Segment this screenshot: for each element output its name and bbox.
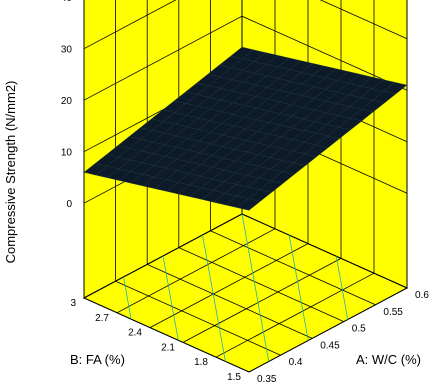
contour-line — [162, 255, 179, 341]
chart-grid — [83, 0, 408, 373]
y-tick-label: 2.1 — [161, 342, 175, 353]
x-floor-gridline — [178, 247, 344, 322]
y-axis-label: B: FA (%) — [70, 352, 125, 367]
contour-line — [241, 213, 270, 362]
contour-line — [202, 234, 226, 362]
surface-cell — [230, 46, 255, 60]
z-gridline — [83, 0, 408, 50]
x-axis-label: A: W/C (%) — [356, 352, 421, 367]
contour-line — [123, 276, 132, 320]
y-floor-gridline — [248, 287, 408, 373]
x-tick-label: 0.35 — [257, 374, 277, 383]
y-tick-label: 3 — [70, 298, 76, 309]
x-tick-label: 0.55 — [383, 307, 403, 318]
x-floor-gridline — [83, 297, 250, 373]
contour-line — [335, 256, 349, 320]
z-tick-label: 40 — [61, 0, 73, 4]
x-tick-label: 0.45 — [320, 340, 340, 351]
x-floor-gridline — [147, 264, 313, 339]
x-tick-label: 0.6 — [415, 290, 429, 301]
y-tick-label: 1.5 — [227, 372, 241, 383]
z-tick-label: 0 — [66, 199, 72, 210]
y-tick-label: 1.8 — [194, 357, 208, 368]
y-tick-label: 2.7 — [95, 313, 109, 324]
y-tick-label: 2.4 — [128, 328, 142, 339]
z-tick-label: 10 — [61, 148, 73, 159]
x-tick-label: 0.5 — [352, 324, 366, 335]
y-floor-gridline — [215, 272, 375, 358]
floor-contours — [123, 213, 349, 362]
y-floor-gridline — [182, 258, 342, 343]
x-floor-gridline — [241, 213, 408, 289]
z-tick-label: 30 — [61, 45, 73, 56]
y-floor-gridline — [149, 243, 309, 328]
y-floor-gridline — [83, 213, 243, 299]
response-surface — [83, 46, 408, 211]
z-tick-label: 20 — [61, 96, 73, 107]
x-floor-gridline — [210, 230, 376, 306]
x-floor-gridline — [115, 280, 281, 356]
contour-line — [288, 235, 309, 341]
tick-labels: 0 10 20 30 40 1.5 1.8 2.1 2.4 2.7 3 0.35 0.4 0.45 0.5 0… — [61, 0, 429, 383]
z-axis-label: Compressive Strength (N/mm2) — [3, 81, 18, 264]
y-floor-gridline — [116, 228, 276, 314]
x-tick-label: 0.4 — [289, 357, 303, 368]
